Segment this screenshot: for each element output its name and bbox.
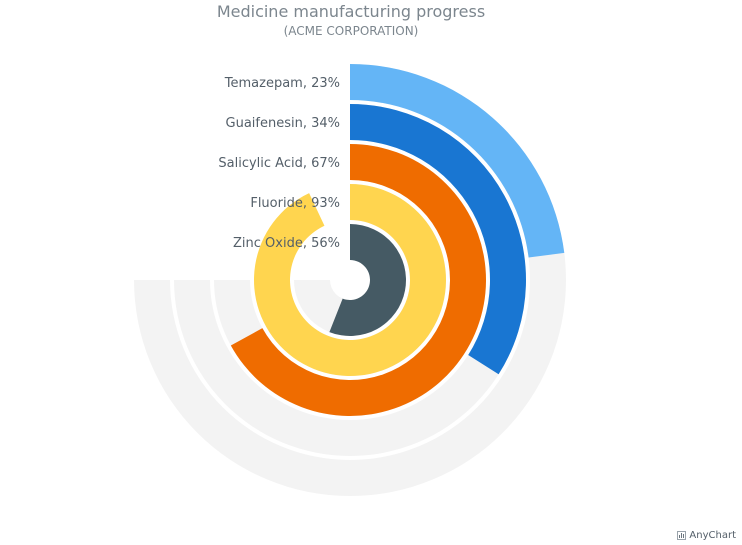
credits[interactable]: AnyChart: [677, 530, 736, 541]
label-temazepam: Temazepam, 23%: [224, 76, 340, 91]
bar-fluoride[interactable]: [253, 184, 447, 377]
label-salicylic-acid: Salicylic Acid, 67%: [218, 156, 340, 171]
chart-title: Medicine manufacturing progress: [216, 2, 486, 21]
chart-logo-icon: [677, 531, 687, 540]
credits-label: AnyChart: [689, 530, 736, 541]
label-zinc-oxide: Zinc Oxide, 56%: [233, 236, 340, 251]
chart-subtitle: (ACME CORPORATION): [283, 24, 419, 38]
bar-guaifenesin[interactable]: [350, 104, 526, 375]
bar-zinc-oxide[interactable]: [329, 224, 406, 336]
label-guaifenesin: Guaifenesin, 34%: [226, 116, 341, 131]
label-fluoride: Fluoride, 93%: [250, 196, 340, 211]
bar-temazepam[interactable]: [350, 64, 565, 258]
